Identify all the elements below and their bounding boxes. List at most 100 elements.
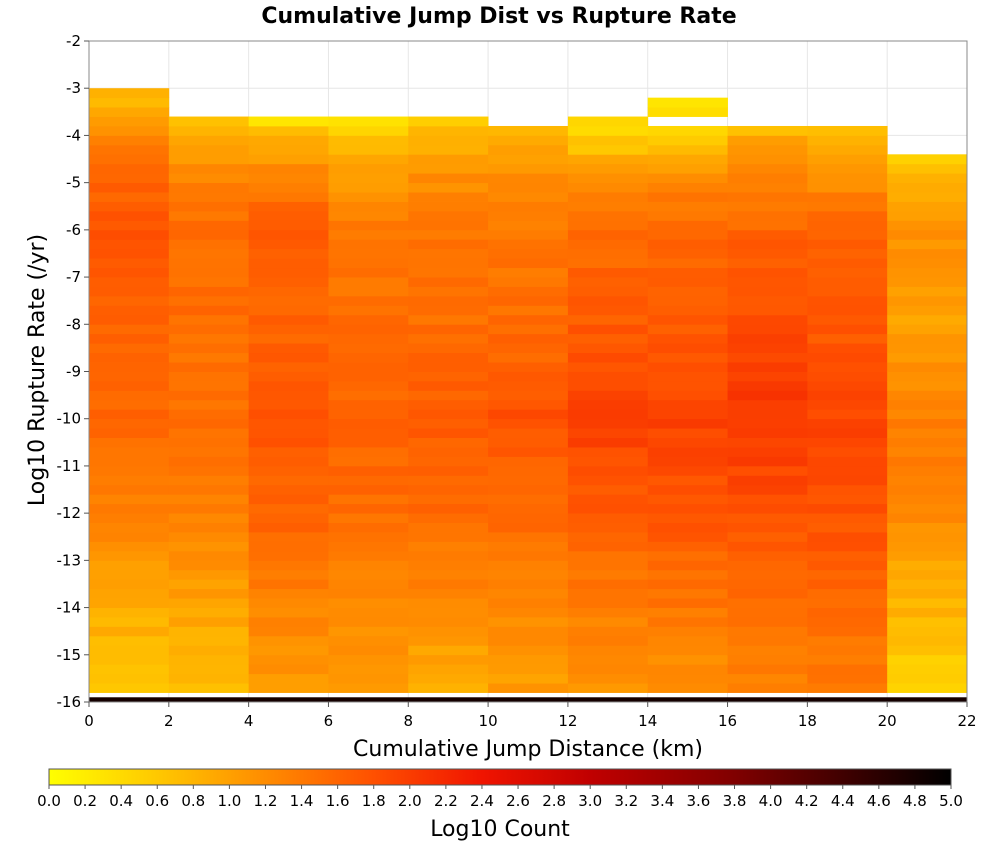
heatmap-cell bbox=[89, 277, 170, 287]
heatmap-cell bbox=[328, 513, 409, 523]
heatmap-cell bbox=[488, 588, 569, 599]
colorbar-ticks: 0.0 0.2 0.4 0.6 0.8 1.0 1.2 1.4 1.6 1.8 2.0 2.2 2.4 2… bbox=[37, 785, 963, 810]
heatmap-cell bbox=[647, 182, 728, 193]
colorbar-tick-label: 1.0 bbox=[217, 792, 241, 810]
heatmap-cell bbox=[887, 173, 968, 184]
heatmap-cell bbox=[89, 541, 170, 552]
heatmap-cell bbox=[168, 437, 250, 448]
heatmap-cell bbox=[328, 626, 409, 637]
heatmap-cell bbox=[727, 494, 808, 505]
heatmap-cell bbox=[168, 532, 250, 542]
heatmap-cell bbox=[567, 645, 649, 656]
heatmap-cell bbox=[647, 352, 728, 363]
heatmap-cell bbox=[807, 456, 888, 467]
colorbar-tick-label: 2.2 bbox=[434, 792, 458, 810]
heatmap-cell bbox=[328, 135, 409, 146]
heatmap-cell bbox=[408, 437, 489, 448]
heatmap-cell bbox=[89, 683, 170, 693]
heatmap-cell bbox=[647, 295, 728, 306]
heatmap-cell bbox=[89, 97, 170, 108]
y-tick-label: -12 bbox=[57, 504, 82, 522]
heatmap-cell bbox=[727, 173, 808, 184]
heatmap-cell bbox=[488, 390, 569, 401]
heatmap-cell bbox=[168, 380, 250, 391]
heatmap-cell bbox=[488, 560, 569, 571]
heatmap-bottom-row bbox=[89, 697, 967, 702]
heatmap-cell bbox=[647, 97, 728, 108]
heatmap-cell bbox=[567, 447, 649, 457]
heatmap-cell bbox=[89, 314, 170, 325]
heatmap-cell bbox=[248, 277, 329, 287]
heatmap-cell bbox=[328, 248, 409, 259]
heatmap-cell bbox=[807, 569, 888, 580]
heatmap-cell bbox=[248, 333, 329, 344]
heatmap-cell bbox=[647, 305, 728, 316]
heatmap-cell bbox=[727, 626, 808, 637]
heatmap-cell bbox=[567, 362, 649, 372]
heatmap-cell bbox=[89, 399, 170, 410]
heatmap-cell bbox=[488, 541, 569, 552]
heatmap-cell bbox=[647, 135, 728, 146]
heatmap-cell bbox=[887, 494, 968, 505]
heatmap-cell bbox=[567, 541, 649, 552]
heatmap-cell bbox=[807, 371, 888, 382]
heatmap-cell bbox=[887, 626, 968, 637]
heatmap-cell bbox=[488, 437, 569, 448]
heatmap-cell bbox=[408, 513, 489, 523]
heatmap-cell bbox=[567, 437, 649, 448]
heatmap-cell bbox=[647, 192, 728, 202]
heatmap-cell bbox=[807, 352, 888, 363]
heatmap-cell bbox=[647, 125, 728, 136]
heatmap-cell bbox=[807, 541, 888, 552]
heatmap-cell bbox=[248, 390, 329, 401]
heatmap-cell bbox=[328, 645, 409, 656]
heatmap-cell bbox=[168, 220, 250, 231]
heatmap-cell bbox=[567, 125, 649, 136]
heatmap-cell bbox=[807, 598, 888, 608]
heatmap-cell bbox=[567, 484, 649, 495]
heatmap-cell bbox=[807, 258, 888, 269]
heatmap-cell bbox=[727, 277, 808, 287]
heatmap-cell bbox=[89, 362, 170, 372]
heatmap-cell bbox=[248, 607, 329, 618]
heatmap-cell bbox=[887, 248, 968, 259]
heatmap-cell bbox=[168, 239, 250, 250]
heatmap-cell bbox=[807, 362, 888, 372]
heatmap-cell bbox=[727, 343, 808, 354]
heatmap-cell bbox=[647, 220, 728, 231]
heatmap-cell bbox=[647, 579, 728, 590]
heatmap-cell bbox=[807, 239, 888, 250]
heatmap-cell bbox=[248, 550, 329, 561]
heatmap-cell bbox=[408, 673, 489, 684]
heatmap-cell bbox=[168, 626, 250, 637]
heatmap-cell bbox=[807, 475, 888, 486]
heatmap-cell bbox=[408, 465, 489, 476]
heatmap-cell bbox=[248, 513, 329, 523]
heatmap-cell bbox=[727, 154, 808, 165]
heatmap-cell bbox=[168, 447, 250, 457]
heatmap-cell bbox=[408, 522, 489, 533]
heatmap-cell bbox=[488, 484, 569, 495]
heatmap-cell bbox=[89, 484, 170, 495]
heatmap-cell bbox=[248, 239, 329, 250]
heatmap-cell bbox=[248, 635, 329, 646]
heatmap-cell bbox=[488, 456, 569, 467]
heatmap-cell bbox=[168, 579, 250, 590]
heatmap-cell bbox=[168, 418, 250, 429]
heatmap-cell bbox=[807, 295, 888, 306]
heatmap-cell bbox=[807, 522, 888, 533]
heatmap-cell bbox=[567, 277, 649, 287]
heatmap-cell bbox=[488, 465, 569, 476]
heatmap-cell bbox=[168, 277, 250, 287]
heatmap-cell bbox=[807, 399, 888, 410]
heatmap-cell bbox=[89, 107, 170, 117]
heatmap-cell bbox=[887, 352, 968, 363]
heatmap-cell bbox=[408, 503, 489, 514]
heatmap-cell bbox=[647, 428, 728, 438]
heatmap-cell bbox=[647, 645, 728, 656]
y-tick-label: -7 bbox=[66, 268, 81, 286]
heatmap-cell bbox=[807, 626, 888, 637]
heatmap-cell bbox=[328, 371, 409, 382]
heatmap-cell bbox=[887, 362, 968, 372]
heatmap-cell bbox=[408, 456, 489, 467]
